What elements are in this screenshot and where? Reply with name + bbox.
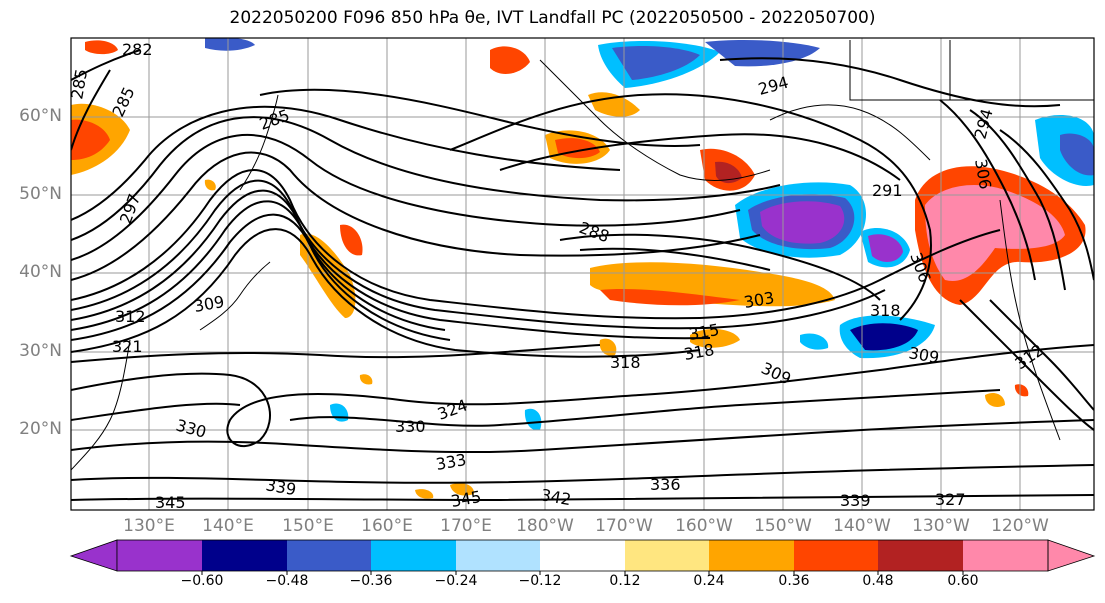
coastlines bbox=[71, 40, 1094, 471]
colorbar-tick: 0.12 bbox=[609, 573, 641, 589]
lat-label-60n: 60°N bbox=[19, 106, 62, 126]
contour-label: 282 bbox=[122, 40, 153, 59]
colorbar-tick: −0.24 bbox=[434, 573, 478, 589]
colorbar-tick: −0.60 bbox=[180, 573, 224, 589]
contour-label: 291 bbox=[872, 181, 903, 200]
contour-label: 318 bbox=[610, 353, 641, 372]
lon-label: 130°E bbox=[123, 516, 175, 536]
contour-label: 336 bbox=[650, 475, 681, 494]
lon-label: 150°W bbox=[754, 516, 812, 536]
lat-label-40n: 40°N bbox=[19, 262, 62, 282]
map-title: 2022050200 F096 850 hPa θe, IVT Landfall… bbox=[229, 8, 876, 28]
lat-label-30n: 30°N bbox=[19, 341, 62, 361]
lon-label: 170°W bbox=[595, 516, 653, 536]
lon-label: 170°E bbox=[440, 516, 492, 536]
lat-label-50n: 50°N bbox=[19, 184, 62, 204]
colorbar-tick: −0.48 bbox=[265, 573, 309, 589]
contour-label: 339 bbox=[840, 491, 871, 510]
contour-label: 312 bbox=[115, 307, 146, 326]
colorbar-tick: 0.48 bbox=[862, 573, 894, 589]
lon-label: 140°E bbox=[202, 516, 254, 536]
colorbar-tick: −0.12 bbox=[518, 573, 562, 589]
lat-label-20n: 20°N bbox=[19, 419, 62, 439]
colorbar bbox=[69, 539, 1096, 575]
colorbar-tick: 0.60 bbox=[947, 573, 979, 589]
map-frame bbox=[70, 37, 1095, 511]
colorbar-tick: 0.36 bbox=[778, 573, 810, 589]
contour-label: 318 bbox=[870, 301, 901, 320]
colorbar-tick: 0.24 bbox=[693, 573, 725, 589]
map-area bbox=[71, 38, 1094, 510]
colorbar-tick: −0.36 bbox=[349, 573, 393, 589]
contour-label: 327 bbox=[935, 490, 966, 509]
contour-label: 345 bbox=[155, 493, 186, 512]
contour-label: 330 bbox=[395, 417, 426, 436]
lon-label: 130°W bbox=[912, 516, 970, 536]
lon-label: 120°W bbox=[991, 516, 1049, 536]
lon-label: 160°E bbox=[361, 516, 413, 536]
ivt-anomaly-shading bbox=[71, 38, 1094, 499]
lon-label: 160°W bbox=[675, 516, 733, 536]
lon-label: 150°E bbox=[282, 516, 334, 536]
lon-label: 180°W bbox=[516, 516, 574, 536]
contour-label: 321 bbox=[112, 337, 143, 356]
theta-e-contours bbox=[71, 49, 1094, 502]
lon-label: 140°W bbox=[833, 516, 891, 536]
